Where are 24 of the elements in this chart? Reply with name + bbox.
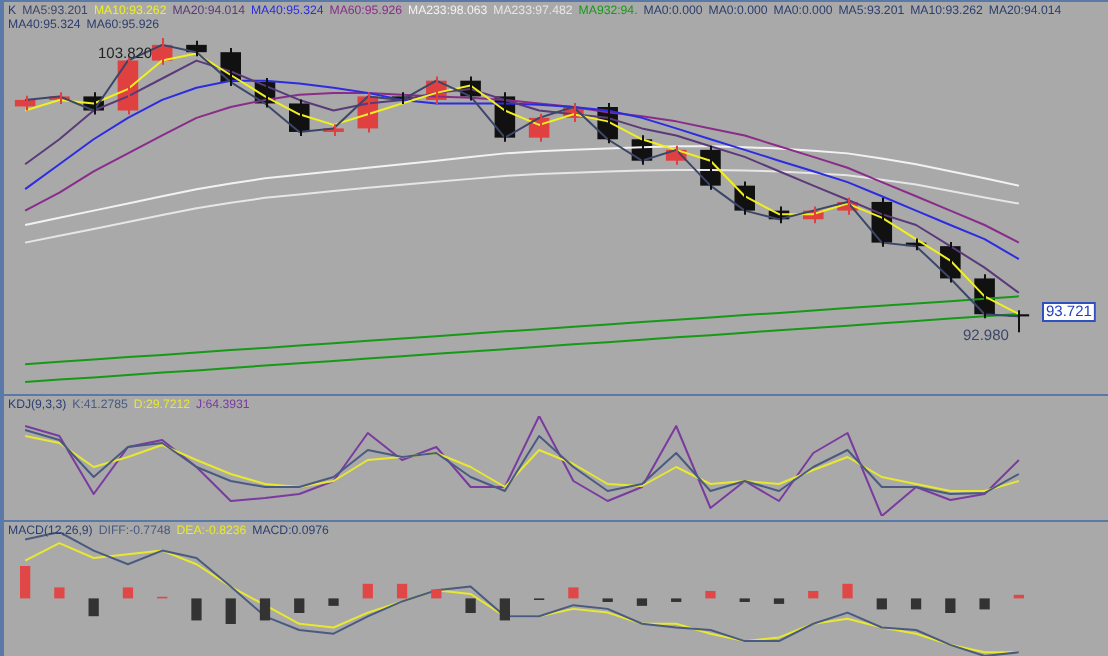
bar xyxy=(191,598,202,621)
bar xyxy=(842,583,853,599)
bar xyxy=(294,598,305,613)
bar xyxy=(465,598,476,613)
bar xyxy=(19,566,31,599)
bar xyxy=(979,598,990,610)
bar xyxy=(54,587,65,599)
bar xyxy=(499,598,511,621)
bar xyxy=(88,598,99,617)
bar xyxy=(122,587,134,599)
bar xyxy=(259,598,271,621)
bar xyxy=(808,590,819,599)
bar xyxy=(396,583,408,599)
bar xyxy=(705,590,716,599)
bar xyxy=(362,583,373,599)
bar xyxy=(568,587,579,599)
bar xyxy=(636,598,648,606)
bar xyxy=(328,598,339,606)
bar xyxy=(225,598,236,624)
bar xyxy=(945,598,956,613)
bar xyxy=(876,598,887,610)
bar xyxy=(910,598,922,610)
bar xyxy=(431,589,442,599)
bar xyxy=(773,598,785,604)
